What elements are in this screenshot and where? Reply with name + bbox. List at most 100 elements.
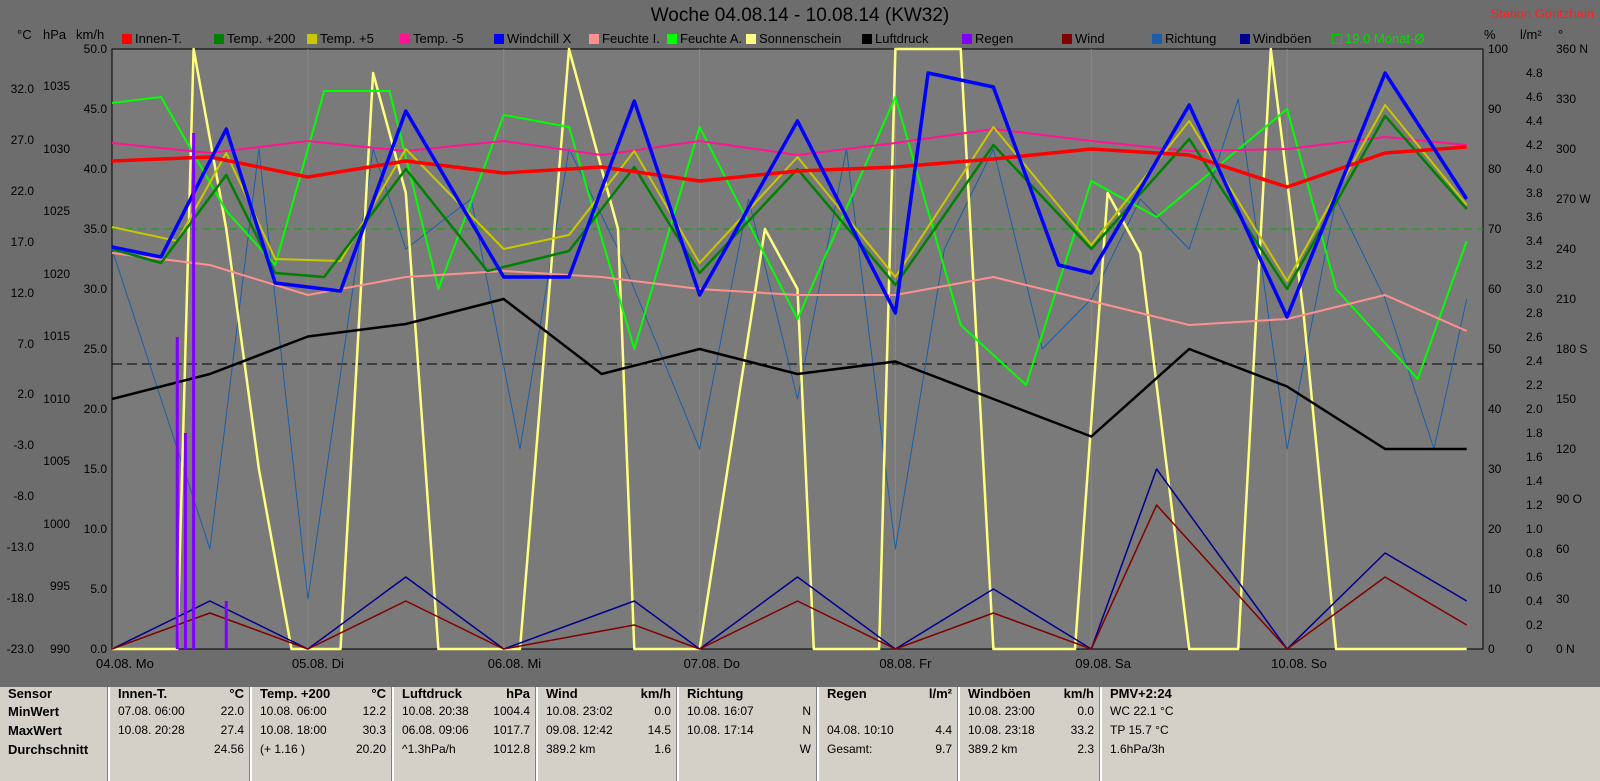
tick-humidity: 10 xyxy=(1488,582,1502,596)
rain-bar xyxy=(192,133,196,649)
tick-wind: 15.0 xyxy=(83,462,107,476)
table-column: Temp. +200 °C 10.08. 06:00 12.2 10.08. 18:00… xyxy=(250,686,394,781)
tick-pressure: 1020 xyxy=(43,266,70,281)
table-value: 12.2 xyxy=(362,704,386,718)
unit-degree: ° xyxy=(1558,27,1564,42)
tick-rain: 3.0 xyxy=(1526,282,1543,296)
legend-label: Temp. -5 xyxy=(413,31,464,46)
tick-temp: -23.0 xyxy=(6,642,34,656)
column-header: Windböen xyxy=(968,686,1031,701)
table-value: 9.7 xyxy=(935,742,952,756)
table-cell: 389.2 km xyxy=(546,742,596,756)
series-layer xyxy=(111,47,1483,651)
tick-rain: 4.0 xyxy=(1526,162,1543,176)
column-header: Temp. +200 xyxy=(260,686,331,701)
legend-item: Innen-T. xyxy=(122,31,182,46)
table-cell: WC 22.1 °C xyxy=(1110,704,1174,718)
series-innen-t xyxy=(111,145,1467,189)
tick-humidity: 0 xyxy=(1488,642,1495,656)
tick-temp: 22.0 xyxy=(10,183,34,198)
legend-label: Temp. +200 xyxy=(227,31,296,46)
table-cell: 06.08. 09:06 xyxy=(402,723,469,737)
table-cell: 10.08. 06:00 xyxy=(260,704,327,718)
legend-item: Wind xyxy=(1062,31,1105,46)
tick-rain: 0.6 xyxy=(1526,570,1543,584)
table-column: Richtung 10.08. 16:07 N 10.08. 17:14 N W xyxy=(677,686,819,781)
rain-bar xyxy=(183,433,187,649)
table-cell: 10.08. 20:28 xyxy=(118,723,185,737)
table-column: Luftdruck hPa 10.08. 20:38 1004.4 06.08. 09:… xyxy=(392,686,538,781)
table-value: 0.0 xyxy=(1077,704,1094,718)
tick-wind: 30.0 xyxy=(83,282,107,296)
legend-item: 19.0 Monat-Ø xyxy=(1332,31,1425,46)
tick-temp: 7.0 xyxy=(17,336,34,351)
legend-swatch xyxy=(1240,34,1250,44)
legend-label: Luftdruck xyxy=(875,31,929,46)
legend-swatch xyxy=(862,34,872,44)
column-header: Sensor xyxy=(8,686,53,701)
table-value: 2.3 xyxy=(1077,742,1094,756)
day-label: 08.08. Fr xyxy=(879,656,932,671)
column-header: PMV+2:24 xyxy=(1110,686,1172,701)
tick-humidity: 30 xyxy=(1488,462,1502,476)
tick-wind: 0.0 xyxy=(90,642,107,656)
day-label: 09.08. Sa xyxy=(1075,656,1131,671)
column-header: Innen-T. xyxy=(118,686,168,701)
station-name: Station Göritzhain xyxy=(1490,6,1594,21)
legend-swatch xyxy=(667,34,677,44)
table-cell: MinWert xyxy=(8,704,60,719)
tick-humidity: 80 xyxy=(1488,162,1502,176)
plot-area xyxy=(111,48,1484,650)
table-cell: 10.08. 23:02 xyxy=(546,704,613,718)
table-cell: (+ 1.16 ) xyxy=(260,742,306,756)
tick-direction: 60 xyxy=(1556,542,1570,556)
table-value: 1.6 xyxy=(654,742,671,756)
table-cell: Durchschnitt xyxy=(8,742,89,757)
table-value: 27.4 xyxy=(220,723,244,737)
tick-direction: 0 N xyxy=(1556,642,1575,656)
tick-temp: 32.0 xyxy=(10,82,34,96)
tick-rain: 1.6 xyxy=(1526,450,1543,464)
tick-rain: 2.8 xyxy=(1526,306,1543,320)
tick-pressure: 1035 xyxy=(43,79,70,93)
tick-wind: 20.0 xyxy=(83,402,107,416)
tick-pressure: 1010 xyxy=(43,391,70,406)
legend-label: Regen xyxy=(975,31,1014,46)
unit-percent: % xyxy=(1484,27,1496,42)
legend-label: Feuchte A. xyxy=(680,31,743,46)
tick-rain: 1.0 xyxy=(1526,522,1543,536)
table-value: 1017.7 xyxy=(493,723,530,737)
column-unit: °C xyxy=(229,686,244,701)
table-cell: 07.08. 06:00 xyxy=(118,704,185,718)
tick-rain: 2.4 xyxy=(1526,354,1543,368)
legend-item: Regen xyxy=(962,31,1013,46)
column-header: Richtung xyxy=(687,686,744,701)
tick-direction: 30 xyxy=(1556,592,1570,606)
day-label: 07.08. Do xyxy=(683,656,740,671)
tick-pressure: 995 xyxy=(49,579,70,594)
tick-temp: -3.0 xyxy=(13,438,34,453)
legend-swatch xyxy=(962,34,972,44)
legend-swatch xyxy=(1152,34,1162,44)
tick-rain: 2.6 xyxy=(1526,330,1543,344)
tick-temp: 17.0 xyxy=(10,234,34,249)
tick-pressure: 1030 xyxy=(43,141,70,156)
table-value: N xyxy=(802,723,811,737)
tick-humidity: 20 xyxy=(1488,522,1502,536)
tick-wind: 40.0 xyxy=(83,162,107,176)
tick-rain: 0.8 xyxy=(1526,546,1543,560)
legend-label: 19.0 Monat-Ø xyxy=(1345,31,1425,46)
tick-temp: -8.0 xyxy=(13,489,34,504)
series-temp-5 xyxy=(111,104,1468,282)
tick-humidity: 40 xyxy=(1488,402,1502,416)
tick-rain: 1.4 xyxy=(1526,474,1543,488)
table-cell: 10.08. 23:00 xyxy=(968,704,1035,718)
tick-rain: 0.4 xyxy=(1526,594,1543,608)
column-unit: km/h xyxy=(1063,686,1094,701)
series-temp-5 xyxy=(111,128,1467,156)
tick-direction: 300 xyxy=(1556,142,1577,156)
tick-wind: 5.0 xyxy=(90,582,107,596)
table-column: Wind km/h 10.08. 23:02 0.0 09.08. 12:42 14.5 3… xyxy=(536,686,679,781)
tick-humidity: 70 xyxy=(1488,222,1502,236)
legend-swatch xyxy=(1332,34,1342,44)
